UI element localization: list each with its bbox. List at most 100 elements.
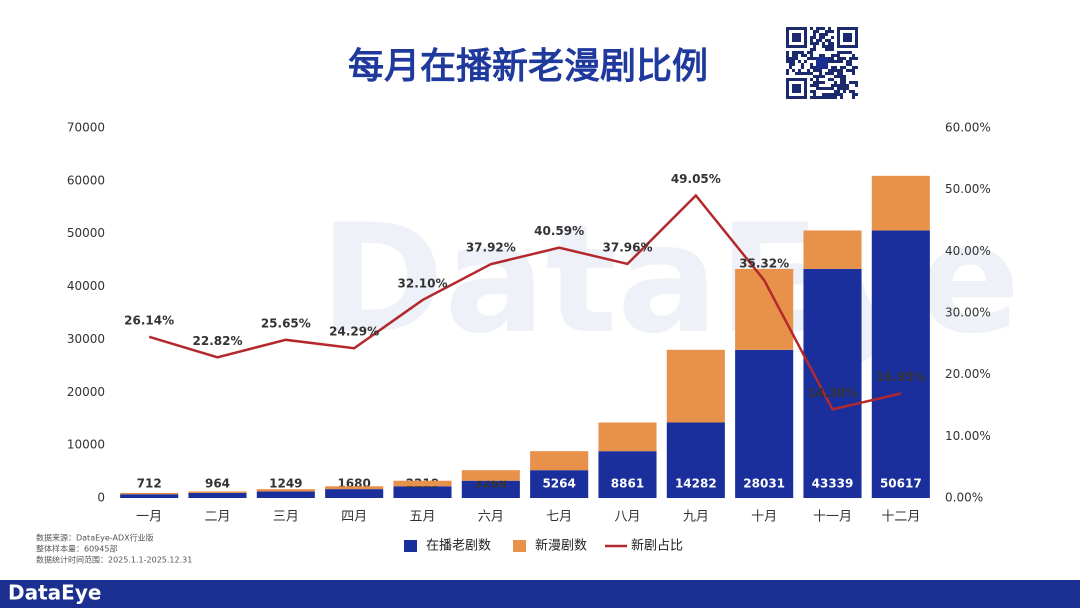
qr-cell xyxy=(813,81,816,84)
qr-center xyxy=(816,57,828,69)
qr-cell xyxy=(852,57,855,60)
qr-cell xyxy=(810,78,813,81)
y2-tick-label: 10.00% xyxy=(945,429,991,443)
qr-cell xyxy=(789,57,792,60)
line-label: 32.10% xyxy=(398,277,448,291)
qr-cell xyxy=(807,72,810,75)
qr-cell xyxy=(834,75,837,78)
qr-cell xyxy=(828,48,831,51)
qr-cell xyxy=(843,78,846,81)
qr-cell xyxy=(798,72,801,75)
qr-cell xyxy=(831,84,834,87)
legend-swatch xyxy=(404,540,417,552)
qr-cell xyxy=(825,48,828,51)
qr-cell xyxy=(837,69,840,72)
qr-cell xyxy=(819,33,822,36)
qr-cell xyxy=(789,66,792,69)
x-tick-label: 一月 xyxy=(136,510,162,525)
qr-cell xyxy=(786,54,789,57)
x-tick-label: 三月 xyxy=(273,510,299,525)
qr-cell xyxy=(810,27,813,30)
qr-cell xyxy=(813,93,816,96)
qr-cell xyxy=(792,63,795,66)
qr-cell xyxy=(801,51,804,54)
qr-cell xyxy=(801,66,804,69)
qr-cell xyxy=(786,57,789,60)
qr-cell xyxy=(828,30,831,33)
qr-cell xyxy=(831,60,834,63)
qr-cell xyxy=(822,81,825,84)
qr-cell xyxy=(789,60,792,63)
qr-cell xyxy=(828,93,831,96)
qr-cell xyxy=(843,81,846,84)
qr-cell xyxy=(840,66,843,69)
qr-cell xyxy=(846,69,849,72)
qr-cell xyxy=(825,72,828,75)
x-tick-label: 八月 xyxy=(614,510,640,525)
bar xyxy=(530,451,589,471)
qr-cell xyxy=(819,81,822,84)
qr-cell xyxy=(834,54,837,57)
qr-cell xyxy=(828,60,831,63)
bar xyxy=(393,486,452,498)
qr-cell xyxy=(843,51,846,54)
qr-cell xyxy=(840,78,843,81)
qr-cell xyxy=(849,90,852,93)
qr-cell xyxy=(816,75,819,78)
qr-cell xyxy=(819,72,822,75)
qr-cell xyxy=(840,93,843,96)
qr-cell xyxy=(825,30,828,33)
qr-cell xyxy=(834,81,837,84)
y2-tick-label: 50.00% xyxy=(945,182,991,196)
qr-cell xyxy=(822,96,825,99)
qr-cell xyxy=(822,33,825,36)
qr-cell xyxy=(846,60,849,63)
qr-cell xyxy=(819,27,822,30)
qr-code xyxy=(786,27,858,99)
y2-tick-label: 0.00% xyxy=(945,491,983,505)
y-tick-label: 10000 xyxy=(67,438,105,452)
qr-cell xyxy=(831,57,834,60)
qr-cell xyxy=(816,84,819,87)
qr-cell xyxy=(816,87,819,90)
legend-label: 新漫剧数 xyxy=(535,538,587,554)
qr-cell xyxy=(804,54,807,57)
data-label: 28031 xyxy=(743,477,785,491)
qr-cell xyxy=(813,75,816,78)
qr-cell xyxy=(834,84,837,87)
bar xyxy=(188,491,247,493)
qr-cell xyxy=(849,81,852,84)
qr-cell xyxy=(846,63,849,66)
qr-cell xyxy=(846,84,849,87)
qr-cell xyxy=(825,87,828,90)
bar xyxy=(871,175,930,231)
qr-cell xyxy=(828,39,831,42)
qr-finder xyxy=(843,33,852,42)
qr-cell xyxy=(810,66,813,69)
bar xyxy=(666,422,725,498)
qr-cell xyxy=(855,93,858,96)
qr-cell xyxy=(801,63,804,66)
note: 数据统计时间范围：2025.1.1-2025.12.31 xyxy=(36,555,192,565)
bar xyxy=(256,491,315,498)
bar xyxy=(256,489,315,492)
y-tick-label: 60000 xyxy=(67,173,105,187)
qr-cell xyxy=(834,69,837,72)
data-label: 712 xyxy=(137,477,162,491)
x-tick-label: 七月 xyxy=(546,510,572,525)
qr-cell xyxy=(831,54,834,57)
qr-cell xyxy=(816,78,819,81)
qr-cell xyxy=(831,96,834,99)
qr-cell xyxy=(855,66,858,69)
qr-cell xyxy=(852,93,855,96)
qr-cell xyxy=(837,72,840,75)
qr-cell xyxy=(789,63,792,66)
line-label: 14.38% xyxy=(808,386,858,400)
qr-cell xyxy=(813,42,816,45)
qr-cell xyxy=(840,75,843,78)
bar xyxy=(393,480,452,487)
qr-cell xyxy=(804,60,807,63)
qr-cell xyxy=(810,51,813,54)
qr-cell xyxy=(813,69,816,72)
x-tick-label: 十一月 xyxy=(813,510,852,525)
